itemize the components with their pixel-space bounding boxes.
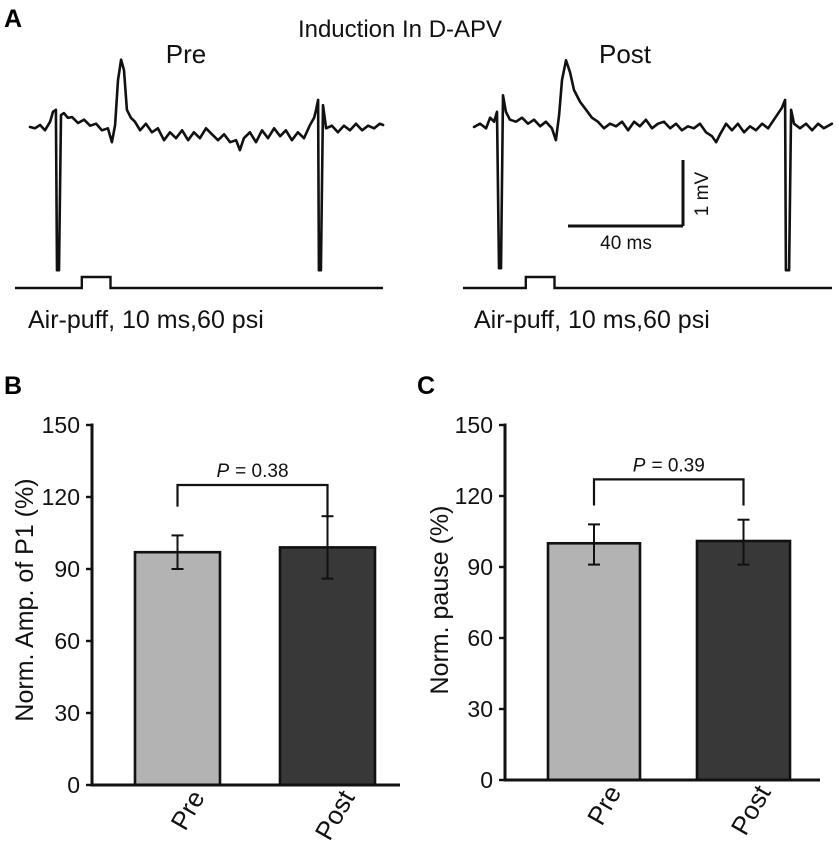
y-tick-label: 150 bbox=[42, 412, 80, 438]
panel-label-b: B bbox=[4, 372, 22, 400]
panel-b-bar-chart: B Norm. Amp. of P1 (%) 0 30 60 90 120 150 Pre P… bbox=[4, 372, 400, 845]
scale-bar-voltage-label: 1 mV bbox=[692, 172, 713, 217]
scale-bar-time-label: 40 ms bbox=[600, 233, 652, 254]
y-tick-label: 120 bbox=[455, 483, 493, 509]
y-tick-label: 60 bbox=[467, 625, 493, 651]
panel-label-c: C bbox=[417, 372, 435, 400]
panel-a-traces: A Induction In D-APV Pre Post Air-puff, … bbox=[4, 5, 834, 334]
panel-c-bar-chart: C Norm. pause (%) 0 30 60 90 120 150 Pre Post P =… bbox=[417, 372, 820, 840]
post-stimulus-marker bbox=[463, 275, 832, 290]
p-value-label: P = 0.38 bbox=[216, 461, 288, 482]
x-label-post: Post bbox=[309, 784, 361, 845]
y-tick-label: 60 bbox=[54, 628, 80, 654]
y-axis-label: Norm. Amp. of P1 (%) bbox=[11, 478, 39, 721]
y-tick-label: 30 bbox=[54, 700, 80, 726]
p-value-text: = 0.38 bbox=[235, 461, 288, 482]
p-value-label: P = 0.39 bbox=[633, 455, 705, 476]
y-tick-label: 90 bbox=[54, 556, 80, 582]
bar-pre bbox=[546, 541, 642, 782]
p-value-text: = 0.39 bbox=[651, 455, 704, 476]
pre-stimulus-marker bbox=[15, 275, 383, 290]
pre-stimulus-label: Air-puff, 10 ms,60 psi bbox=[28, 306, 264, 334]
x-label-post: Post bbox=[725, 779, 777, 840]
significance-bracket bbox=[592, 478, 745, 506]
y-tick-label: 150 bbox=[455, 412, 493, 438]
post-trace bbox=[472, 58, 834, 272]
y-tick-label: 30 bbox=[467, 696, 493, 722]
x-label-pre: Pre bbox=[164, 785, 210, 835]
y-tick-label: 120 bbox=[42, 484, 80, 510]
x-label-pre: Pre bbox=[581, 780, 627, 830]
y-tick-label: 0 bbox=[480, 767, 493, 793]
post-trace-label: Post bbox=[599, 39, 652, 69]
pre-trace bbox=[28, 58, 385, 272]
y-tick-label: 0 bbox=[67, 772, 80, 798]
p-symbol: P bbox=[633, 455, 646, 476]
significance-bracket bbox=[176, 483, 329, 519]
bar-post bbox=[695, 539, 792, 782]
pre-trace-label: Pre bbox=[166, 39, 206, 69]
p-symbol: P bbox=[216, 461, 229, 482]
bar-pre bbox=[133, 550, 222, 787]
y-axis-label: Norm. pause (%) bbox=[426, 506, 454, 695]
bar-post bbox=[278, 546, 377, 787]
post-stimulus-label: Air-puff, 10 ms,60 psi bbox=[474, 306, 710, 334]
panel-label-a: A bbox=[4, 5, 22, 33]
panel-a-title: Induction In D-APV bbox=[298, 16, 502, 43]
y-tick-label: 90 bbox=[467, 554, 493, 580]
